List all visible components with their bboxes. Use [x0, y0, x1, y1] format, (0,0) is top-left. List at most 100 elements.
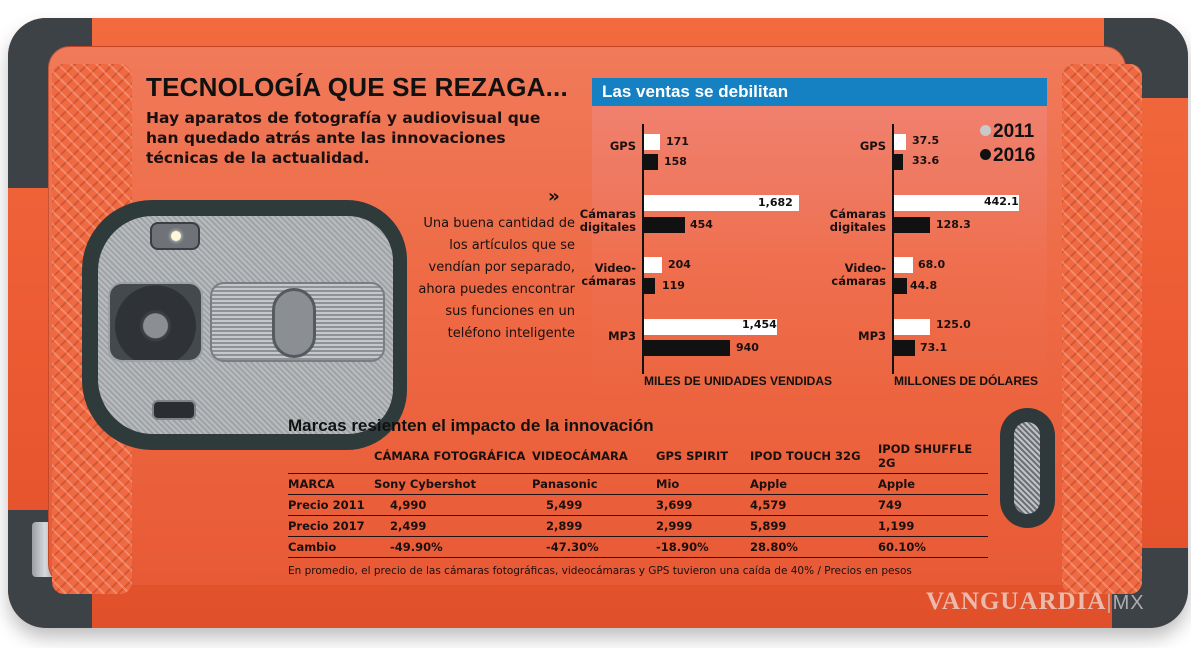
category-label: Video-cámaras: [581, 261, 636, 288]
table-cell: 5,499: [532, 494, 656, 516]
chart-banner: Las ventas se debilitan: [592, 78, 1047, 106]
value-label: 442.1: [984, 195, 1019, 208]
speaker-grille-icon: [1000, 408, 1055, 528]
chart-axis: [892, 124, 894, 374]
table-cell: 2,499: [374, 515, 532, 537]
watermark-suffix: |MX: [1106, 592, 1145, 614]
table-cell: 2,999: [656, 515, 750, 537]
table-cell: 3,699: [656, 494, 750, 516]
table-cell: Panasonic: [532, 473, 656, 495]
table-header: CÁMARA FOTOGRÁFICA: [374, 440, 532, 474]
footnote: En promedio, el precio de las cámaras fo…: [288, 565, 912, 577]
bar-2016: [894, 340, 915, 356]
table-cell: Precio 2011: [288, 494, 374, 516]
table-title: Marcas resienten el impacto de la innova…: [288, 416, 654, 435]
table-cell: 60.10%: [878, 536, 988, 558]
value-label: 44.8: [910, 279, 938, 292]
watermark-brand: VANGUARDIA: [926, 588, 1107, 615]
bar-2011: [644, 134, 660, 150]
table-cell: Precio 2017: [288, 515, 374, 537]
bar-2016: [894, 217, 930, 233]
table-header-row: CÁMARA FOTOGRÁFICA VIDEOCÁMARA GPS SPIRI…: [288, 440, 988, 474]
table-row: Cambio -49.90% -47.30% -18.90% 28.80% 60…: [288, 536, 988, 558]
flash-icon: [150, 222, 200, 250]
grip-texture-right: [1062, 64, 1142, 594]
legend-label: 2011: [993, 121, 1035, 142]
rear-button-icon: [272, 288, 316, 358]
bar-2016: [894, 278, 907, 294]
value-label: 1,454: [742, 318, 777, 331]
table-cell: 28.80%: [750, 536, 878, 558]
bar-2011: [644, 257, 662, 273]
table-cell: Cambio: [288, 536, 374, 558]
watermark-logo: VANGUARDIA|MX: [926, 588, 1145, 616]
table-cell: Apple: [878, 473, 988, 495]
value-label: 128.3: [936, 218, 971, 231]
table-cell: Apple: [750, 473, 878, 495]
legend-label: 2016: [993, 145, 1036, 166]
table-cell: 749: [878, 494, 988, 516]
legend-dot-icon: [980, 125, 991, 136]
table-cell: -18.90%: [656, 536, 750, 558]
table-header: VIDEOCÁMARA: [532, 440, 656, 474]
category-label: Cámaras digitales: [579, 207, 636, 234]
page-title: TECNOLOGÍA QUE SE REZAGA...: [146, 72, 568, 102]
value-label: 1,682: [758, 196, 793, 209]
category-label: MP3: [608, 329, 636, 343]
bar-2016: [644, 217, 685, 233]
table-header: IPOD TOUCH 32G: [750, 440, 878, 474]
legend-item-2011: 2011: [980, 120, 1035, 144]
category-label: GPS: [859, 139, 886, 153]
table-cell: MARCA: [288, 473, 374, 495]
bar-2016: [644, 154, 658, 170]
page-subtitle: Hay aparatos de fotografía y audiovisual…: [146, 109, 541, 167]
table-cell: Sony Cybershot: [374, 473, 532, 495]
bar-2016: [894, 154, 903, 170]
category-label: Video-cámaras: [831, 261, 886, 288]
bar-2011: [894, 195, 1019, 211]
table-header: IPOD SHUFFLE 2G: [878, 440, 988, 474]
table-cell: -49.90%: [374, 536, 532, 558]
price-table: CÁMARA FOTOGRÁFICA VIDEOCÁMARA GPS SPIRI…: [288, 440, 988, 558]
chart-axis: [642, 124, 644, 374]
bar-2011: [894, 257, 913, 273]
category-label: GPS: [609, 139, 636, 153]
x-axis-label: MILES DE UNIDADES VENDIDAS: [644, 374, 833, 388]
value-label: 68.0: [918, 258, 946, 271]
bar-2016: [644, 278, 655, 294]
value-label: 158: [664, 155, 687, 168]
value-label: 204: [668, 258, 691, 271]
bar-2011: [894, 134, 906, 150]
table-row: Precio 2017 2,499 2,899 2,999 5,899 1,19…: [288, 515, 988, 537]
value-label: 73.1: [920, 341, 948, 354]
table-cell: Mio: [656, 473, 750, 495]
chevron-right-icon: ››: [548, 186, 560, 207]
table-cell: -47.30%: [532, 536, 656, 558]
x-axis-label: MILLONES DE DÓLARES: [894, 374, 1039, 388]
category-label: MP3: [858, 329, 886, 343]
table-cell: 1,199: [878, 515, 988, 537]
value-label: 125.0: [936, 318, 971, 331]
table-cell: 2,899: [532, 515, 656, 537]
chart-legend: 2011 2016: [980, 120, 1035, 168]
bar-2011: [644, 195, 799, 211]
bar-2011: [644, 319, 777, 335]
secondary-sensor-icon: [152, 400, 196, 420]
intro-blurb: Una buena cantidad de los artículos que …: [418, 216, 575, 341]
camera-lens-icon: [108, 282, 203, 362]
value-label: 33.6: [912, 154, 940, 167]
legend-dot-icon: [980, 149, 991, 160]
table-row: Precio 2011 4,990 5,499 3,699 4,579 749: [288, 494, 988, 516]
table-cell: 5,899: [750, 515, 878, 537]
value-label: 119: [662, 279, 685, 292]
value-label: 171: [666, 135, 689, 148]
bar-2011: [894, 319, 930, 335]
legend-item-2016: 2016: [980, 144, 1035, 168]
category-label: Cámaras digitales: [829, 207, 886, 234]
table-header: [288, 440, 374, 474]
bar-2016: [644, 340, 730, 356]
table-cell: 4,990: [374, 494, 532, 516]
table-header: GPS SPIRIT: [656, 440, 750, 474]
value-label: 940: [736, 341, 759, 354]
value-label: 454: [690, 218, 713, 231]
